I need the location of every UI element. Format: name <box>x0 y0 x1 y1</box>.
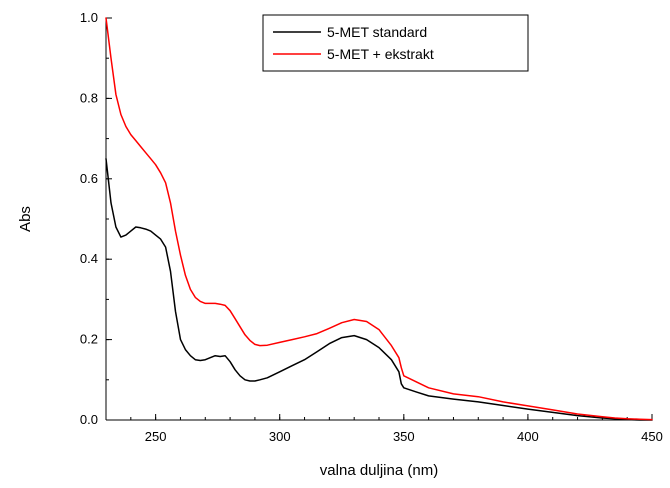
y-tick-label: 0.8 <box>80 90 98 105</box>
legend-label-ekstrakt: 5-MET + ekstrakt <box>327 46 434 62</box>
x-tick-label: 400 <box>517 429 539 444</box>
series-line-standard <box>105 157 653 421</box>
x-tick-label: 350 <box>393 429 415 444</box>
x-tick-label: 300 <box>269 429 291 444</box>
y-tick-label: 1.0 <box>80 10 98 25</box>
y-axis-title: Abs <box>17 206 34 232</box>
x-axis: 250 300 350 400 450 <box>130 414 663 444</box>
y-axis: 0.0 0.2 0.4 0.6 0.8 1.0 <box>80 10 112 427</box>
y-tick-label: 0.4 <box>80 251 98 266</box>
legend: 5-MET standard 5-MET + ekstrakt <box>262 14 529 72</box>
y-tick-label: 0.6 <box>80 171 98 186</box>
x-tick-label: 450 <box>641 429 663 444</box>
series-line-ekstrakt <box>105 17 653 421</box>
x-tick-label: 250 <box>145 429 167 444</box>
series-layer <box>105 17 653 421</box>
y-tick-label: 0.2 <box>80 332 98 347</box>
y-tick-label: 0.0 <box>80 412 98 427</box>
legend-label-standard: 5-MET standard <box>327 24 427 40</box>
legend-box <box>262 14 529 72</box>
x-axis-title: valna duljina (nm) <box>320 462 438 479</box>
plot-frame <box>105 18 652 421</box>
